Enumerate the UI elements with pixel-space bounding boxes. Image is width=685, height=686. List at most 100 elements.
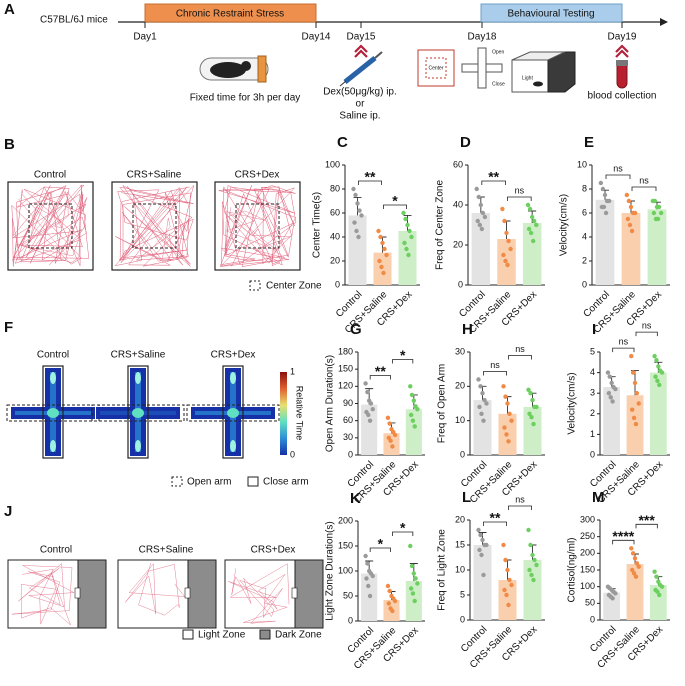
data-point bbox=[656, 204, 662, 210]
y-tick-label: 15 bbox=[455, 539, 465, 549]
significance: ns bbox=[515, 344, 525, 354]
data-point bbox=[528, 542, 533, 548]
bar bbox=[649, 585, 667, 620]
heat bbox=[135, 372, 141, 384]
data-point bbox=[502, 425, 507, 430]
close-arm bbox=[127, 365, 149, 459]
y-tick-label: 4 bbox=[590, 367, 595, 377]
significance: ns bbox=[619, 336, 629, 346]
y-tick-label: 30 bbox=[455, 346, 465, 356]
data-point bbox=[481, 418, 486, 423]
significance: ** bbox=[488, 169, 499, 185]
data-point bbox=[659, 370, 665, 375]
group-label: CRS+Saline bbox=[127, 170, 182, 181]
y-axis-label: Center Time(s) bbox=[312, 192, 323, 258]
bar bbox=[626, 564, 644, 620]
data-point bbox=[477, 547, 482, 553]
y-tick-label: 0 bbox=[590, 614, 595, 624]
y-tick-label: 3 bbox=[590, 388, 595, 398]
significance: ** bbox=[375, 363, 386, 379]
data-point bbox=[385, 583, 391, 589]
y-axis-label: Cortisol(ng/ml) bbox=[567, 537, 578, 602]
data-point bbox=[534, 404, 539, 410]
panel-letter: E bbox=[584, 134, 594, 151]
door bbox=[74, 587, 81, 599]
data-point bbox=[527, 567, 532, 573]
data-point bbox=[636, 564, 641, 569]
track bbox=[224, 207, 291, 259]
y-axis-label: Velocity(cm/s) bbox=[567, 372, 578, 434]
y-tick-label: 20 bbox=[455, 514, 465, 524]
bar bbox=[398, 231, 417, 285]
y-tick-label: 5 bbox=[590, 346, 595, 356]
data-point bbox=[656, 364, 661, 369]
phase-bar bbox=[144, 3, 317, 23]
bar bbox=[595, 199, 615, 285]
data-point bbox=[656, 579, 661, 584]
y-tick-label: 0 bbox=[458, 279, 463, 289]
legend-label: Dark Zone bbox=[275, 630, 322, 641]
data-point bbox=[624, 192, 630, 198]
data-point bbox=[530, 552, 535, 558]
data-point bbox=[353, 192, 358, 198]
panel-letter: I bbox=[592, 321, 596, 338]
data-point bbox=[601, 204, 607, 210]
data-point bbox=[652, 353, 657, 359]
data-point bbox=[652, 569, 657, 574]
panel-letter: C bbox=[337, 134, 348, 151]
bracket bbox=[383, 204, 407, 209]
bar bbox=[473, 545, 492, 620]
data-point bbox=[356, 234, 361, 240]
significance: **** bbox=[612, 528, 634, 544]
data-point bbox=[505, 262, 510, 268]
y-axis-label: Velocity(cm/s) bbox=[559, 194, 570, 256]
bar bbox=[647, 209, 667, 285]
syringe-icon bbox=[339, 51, 383, 87]
panel-letter: J bbox=[4, 503, 12, 520]
data-point bbox=[529, 214, 535, 220]
bracket bbox=[612, 539, 635, 545]
data-point bbox=[366, 412, 371, 418]
bar bbox=[649, 372, 667, 455]
legend-label: Center Zone bbox=[266, 281, 322, 292]
data-point bbox=[478, 202, 484, 208]
data-point bbox=[525, 202, 531, 208]
data-point bbox=[625, 216, 631, 222]
y-tick-label: 0 bbox=[460, 449, 465, 459]
note: Saline ip. bbox=[339, 111, 380, 122]
y-axis-label: Open Arm Duration(s) bbox=[325, 355, 336, 452]
light-dark-icon bbox=[511, 51, 576, 93]
y-tick-label: 300 bbox=[580, 514, 595, 524]
panel-letter: A bbox=[4, 1, 15, 18]
y-tick-label: 120 bbox=[338, 381, 353, 391]
bar bbox=[405, 409, 422, 455]
data-point bbox=[403, 216, 408, 222]
data-point bbox=[610, 399, 615, 404]
data-point bbox=[413, 576, 418, 581]
y-tick-label: 200 bbox=[580, 548, 595, 558]
y-tick-label: 200 bbox=[338, 515, 353, 525]
icon-label: Close bbox=[492, 81, 505, 87]
y-tick-label: 20 bbox=[455, 381, 465, 391]
y-tick-label: 10 bbox=[455, 564, 465, 574]
data-point bbox=[475, 218, 480, 224]
timeline-arrow bbox=[660, 18, 668, 26]
data-point bbox=[411, 571, 417, 576]
data-point bbox=[607, 374, 612, 379]
data-point bbox=[507, 577, 512, 583]
y-tick-label: 30 bbox=[343, 432, 353, 442]
data-point bbox=[406, 252, 411, 258]
data-point bbox=[380, 240, 385, 246]
group-label: CRS+Saline bbox=[111, 350, 166, 361]
colorbar-title: Relative Time bbox=[295, 386, 305, 441]
data-point bbox=[507, 411, 512, 416]
data-point bbox=[476, 377, 481, 382]
data-point bbox=[508, 246, 513, 252]
heat bbox=[132, 408, 144, 418]
data-point bbox=[351, 186, 356, 192]
center-zone bbox=[235, 203, 280, 249]
data-point bbox=[379, 264, 384, 270]
close-arm bbox=[42, 365, 64, 459]
y-tick-label: 90 bbox=[343, 398, 353, 408]
bracket bbox=[392, 359, 414, 364]
